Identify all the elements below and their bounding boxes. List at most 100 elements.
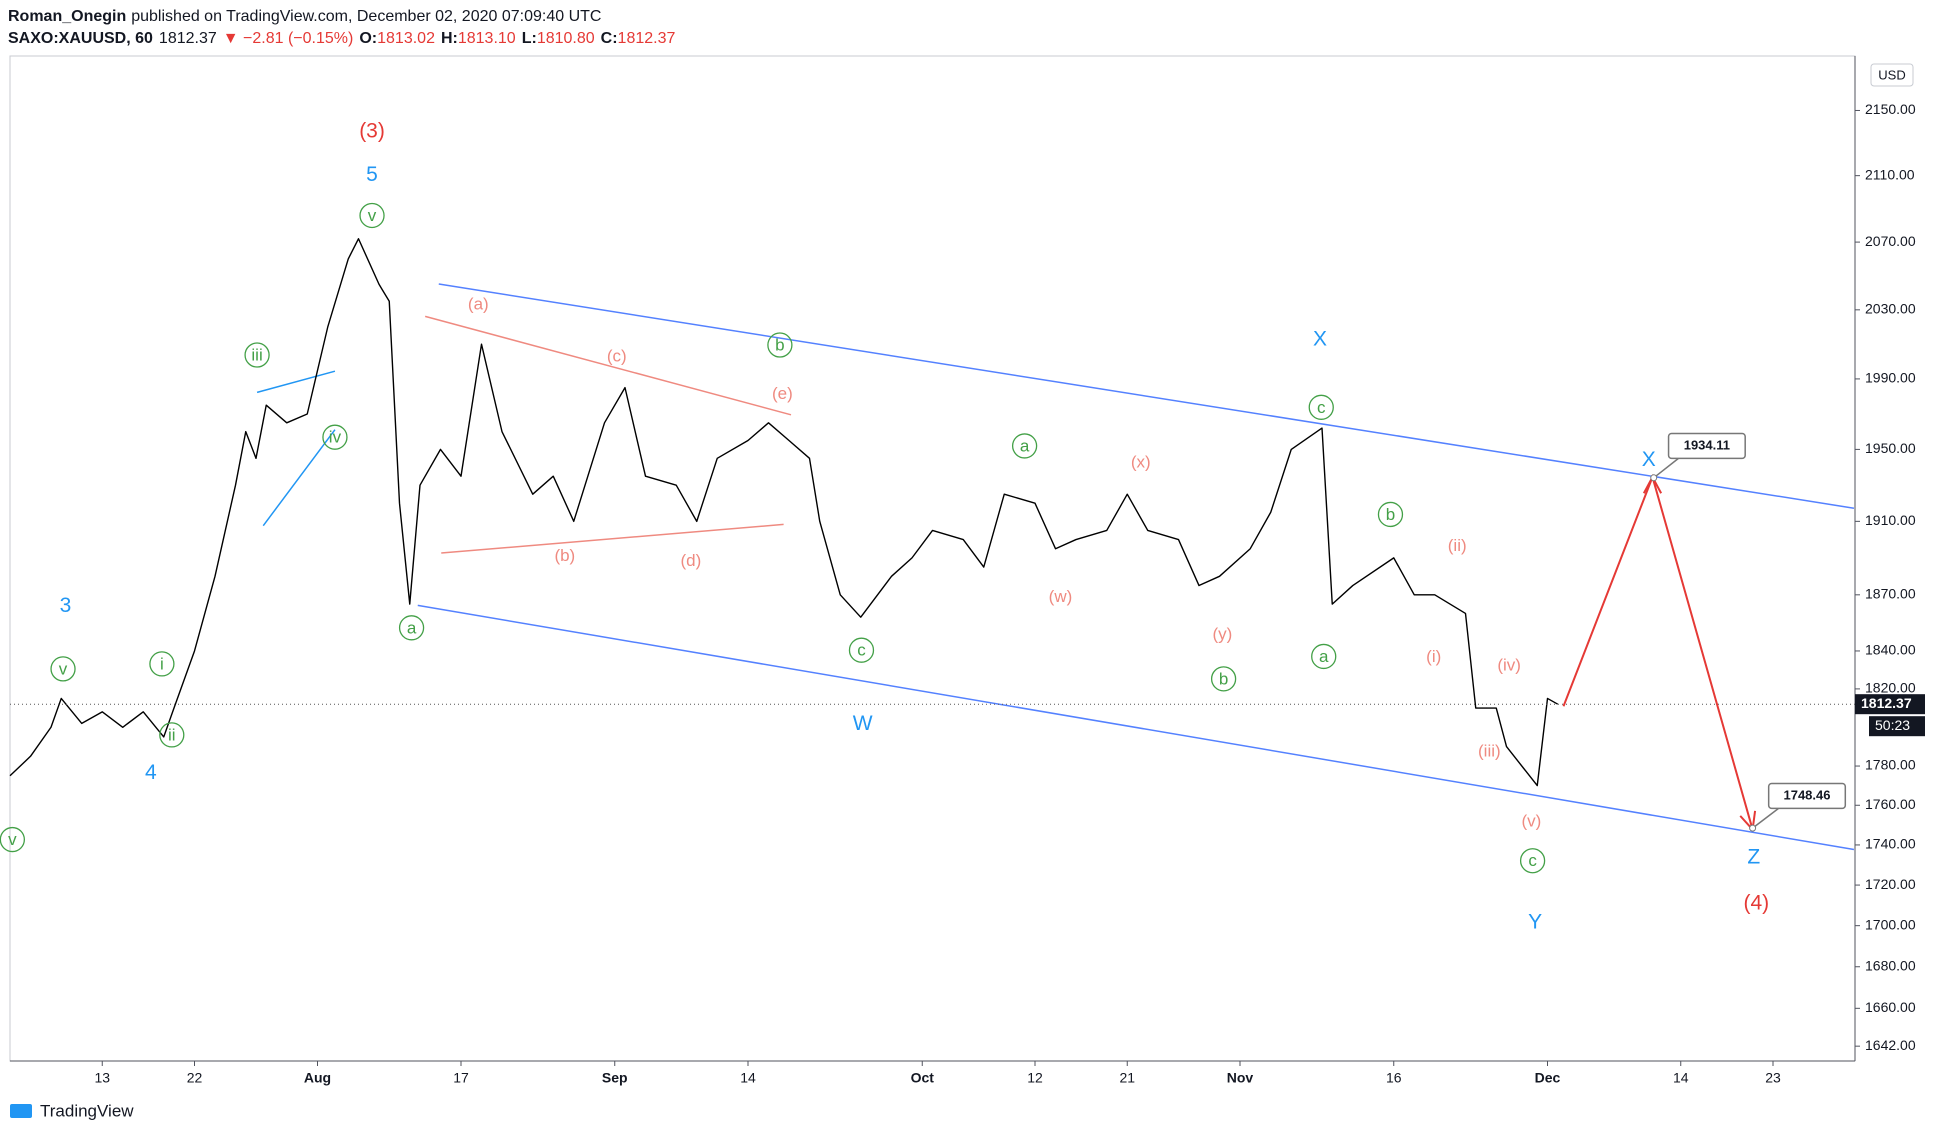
high-label: H: — [441, 30, 458, 47]
last-price: 1812.37 — [159, 30, 217, 47]
close: 1812.37 — [618, 30, 676, 47]
wave-label: a — [1319, 647, 1329, 666]
author: Roman_Onegin — [8, 8, 126, 25]
wave-circle — [1011, 433, 1038, 459]
wave-label: (v) — [1521, 811, 1541, 830]
header-line-2: SAXO:XAUUSD, 60 1812.37 ▼ −2.81 (−0.15%) O:… — [8, 30, 675, 47]
x-tick-label: Nov — [1227, 1070, 1254, 1086]
published: published on TradingView.com, December 0… — [131, 8, 601, 25]
y-tick-label: 1780.00 — [1865, 757, 1916, 773]
wave-label: X — [1313, 327, 1327, 350]
wave-label: X — [1642, 448, 1656, 471]
target-callout: 1748.46 — [1749, 782, 1847, 832]
wave-label: (i) — [1426, 647, 1441, 666]
y-tick-label: 1910.00 — [1865, 512, 1916, 528]
callout-box — [1767, 782, 1847, 810]
wave-label: (c) — [607, 347, 627, 366]
wave-label: a — [1020, 436, 1030, 455]
callout-pointer — [1653, 457, 1679, 479]
wave-label: 4 — [145, 761, 157, 784]
wave-label: (ii) — [1448, 536, 1467, 555]
x-tick-label: Oct — [911, 1070, 935, 1086]
y-tick-label: 1870.00 — [1865, 586, 1916, 602]
callout-anchor — [1650, 474, 1658, 482]
wave-circle — [50, 656, 76, 682]
y-tick-label: 1720.00 — [1865, 876, 1916, 892]
wave-label: (y) — [1212, 625, 1232, 644]
low: 1810.80 — [537, 30, 595, 47]
wedge-top — [256, 370, 336, 394]
x-tick-label: 13 — [94, 1070, 110, 1086]
wave-circle — [1377, 501, 1404, 528]
x-tick-label: 21 — [1119, 1070, 1135, 1086]
wave-circle — [767, 332, 793, 358]
current-price-box — [1855, 694, 1925, 715]
wave-label: (a) — [468, 294, 489, 313]
callout-label: 1748.46 — [1783, 787, 1830, 802]
wave-label: (3) — [359, 119, 385, 142]
price-line — [9, 238, 1559, 787]
footer-text: TradingView — [40, 1101, 134, 1120]
currency-box[interactable] — [1870, 63, 1914, 87]
wave-circle — [0, 826, 26, 853]
change: ▼ −2.81 (−0.15%) — [223, 30, 354, 47]
callout-label: 1934.11 — [1684, 437, 1730, 452]
wave-circle — [398, 615, 425, 641]
x-tick-label: Dec — [1535, 1070, 1561, 1086]
wave-label: Z — [1747, 846, 1760, 869]
x-tick-label: 17 — [453, 1070, 469, 1086]
close-label: C: — [601, 30, 618, 47]
wave-label: (e) — [772, 384, 793, 403]
y-tick-label: 1680.00 — [1865, 957, 1916, 973]
wave-circle — [1308, 394, 1334, 420]
wave-label: iii — [251, 345, 262, 364]
wave-label: v — [368, 206, 377, 225]
x-tick-label: 23 — [1765, 1070, 1781, 1086]
high: 1813.10 — [458, 30, 516, 47]
wave-circle — [244, 342, 270, 368]
open-label: O: — [359, 30, 377, 47]
x-tick-label: 12 — [1027, 1070, 1043, 1086]
wave-label: a — [407, 618, 417, 637]
channel-bottom — [417, 604, 1855, 851]
wave-label: c — [1528, 851, 1537, 870]
countdown: 50:23 — [1875, 717, 1910, 733]
open: 1813.02 — [377, 30, 435, 47]
wave-label: v — [59, 659, 68, 678]
wave-label: 5 — [366, 163, 378, 186]
x-tick-label: 14 — [740, 1070, 756, 1086]
y-tick-label: 1990.00 — [1865, 370, 1916, 386]
y-tick-label: 1840.00 — [1865, 642, 1916, 658]
wave-label: (w) — [1049, 587, 1073, 606]
wave-label: (iv) — [1497, 656, 1521, 675]
wave-label: Y — [1528, 910, 1542, 933]
channel-top — [438, 283, 1855, 509]
wave-label: (b) — [554, 546, 575, 565]
x-tick-label: 22 — [187, 1070, 203, 1086]
wave-label: (iii) — [1478, 742, 1501, 761]
wave-label: (x) — [1131, 453, 1151, 472]
wave-circle — [159, 722, 185, 748]
low-label: L: — [522, 30, 537, 47]
wave-label: b — [1386, 505, 1395, 524]
wave-label: 3 — [60, 594, 72, 617]
current-price: 1812.37 — [1861, 695, 1912, 711]
countdown-box — [1869, 716, 1925, 737]
wave-label: b — [775, 336, 784, 355]
header-line-1: Roman_Onegin published on TradingView.com… — [8, 8, 601, 25]
wave-label: i — [160, 654, 164, 673]
y-tick-label: 1642.00 — [1865, 1037, 1916, 1053]
y-tick-label: 2150.00 — [1865, 101, 1916, 117]
wave-circle — [1311, 643, 1337, 670]
callout-box — [1667, 432, 1746, 460]
wave-label: b — [1219, 669, 1228, 688]
wave-label: (4) — [1743, 892, 1769, 915]
y-tick-label: 1700.00 — [1865, 916, 1916, 932]
wave-label: c — [1317, 398, 1326, 417]
triangle-bottom — [441, 523, 784, 554]
callout-anchor — [1749, 824, 1757, 832]
x-tick-label: 14 — [1673, 1070, 1689, 1086]
x-tick-label: 16 — [1386, 1070, 1402, 1086]
y-tick-label: 2030.00 — [1865, 301, 1916, 317]
